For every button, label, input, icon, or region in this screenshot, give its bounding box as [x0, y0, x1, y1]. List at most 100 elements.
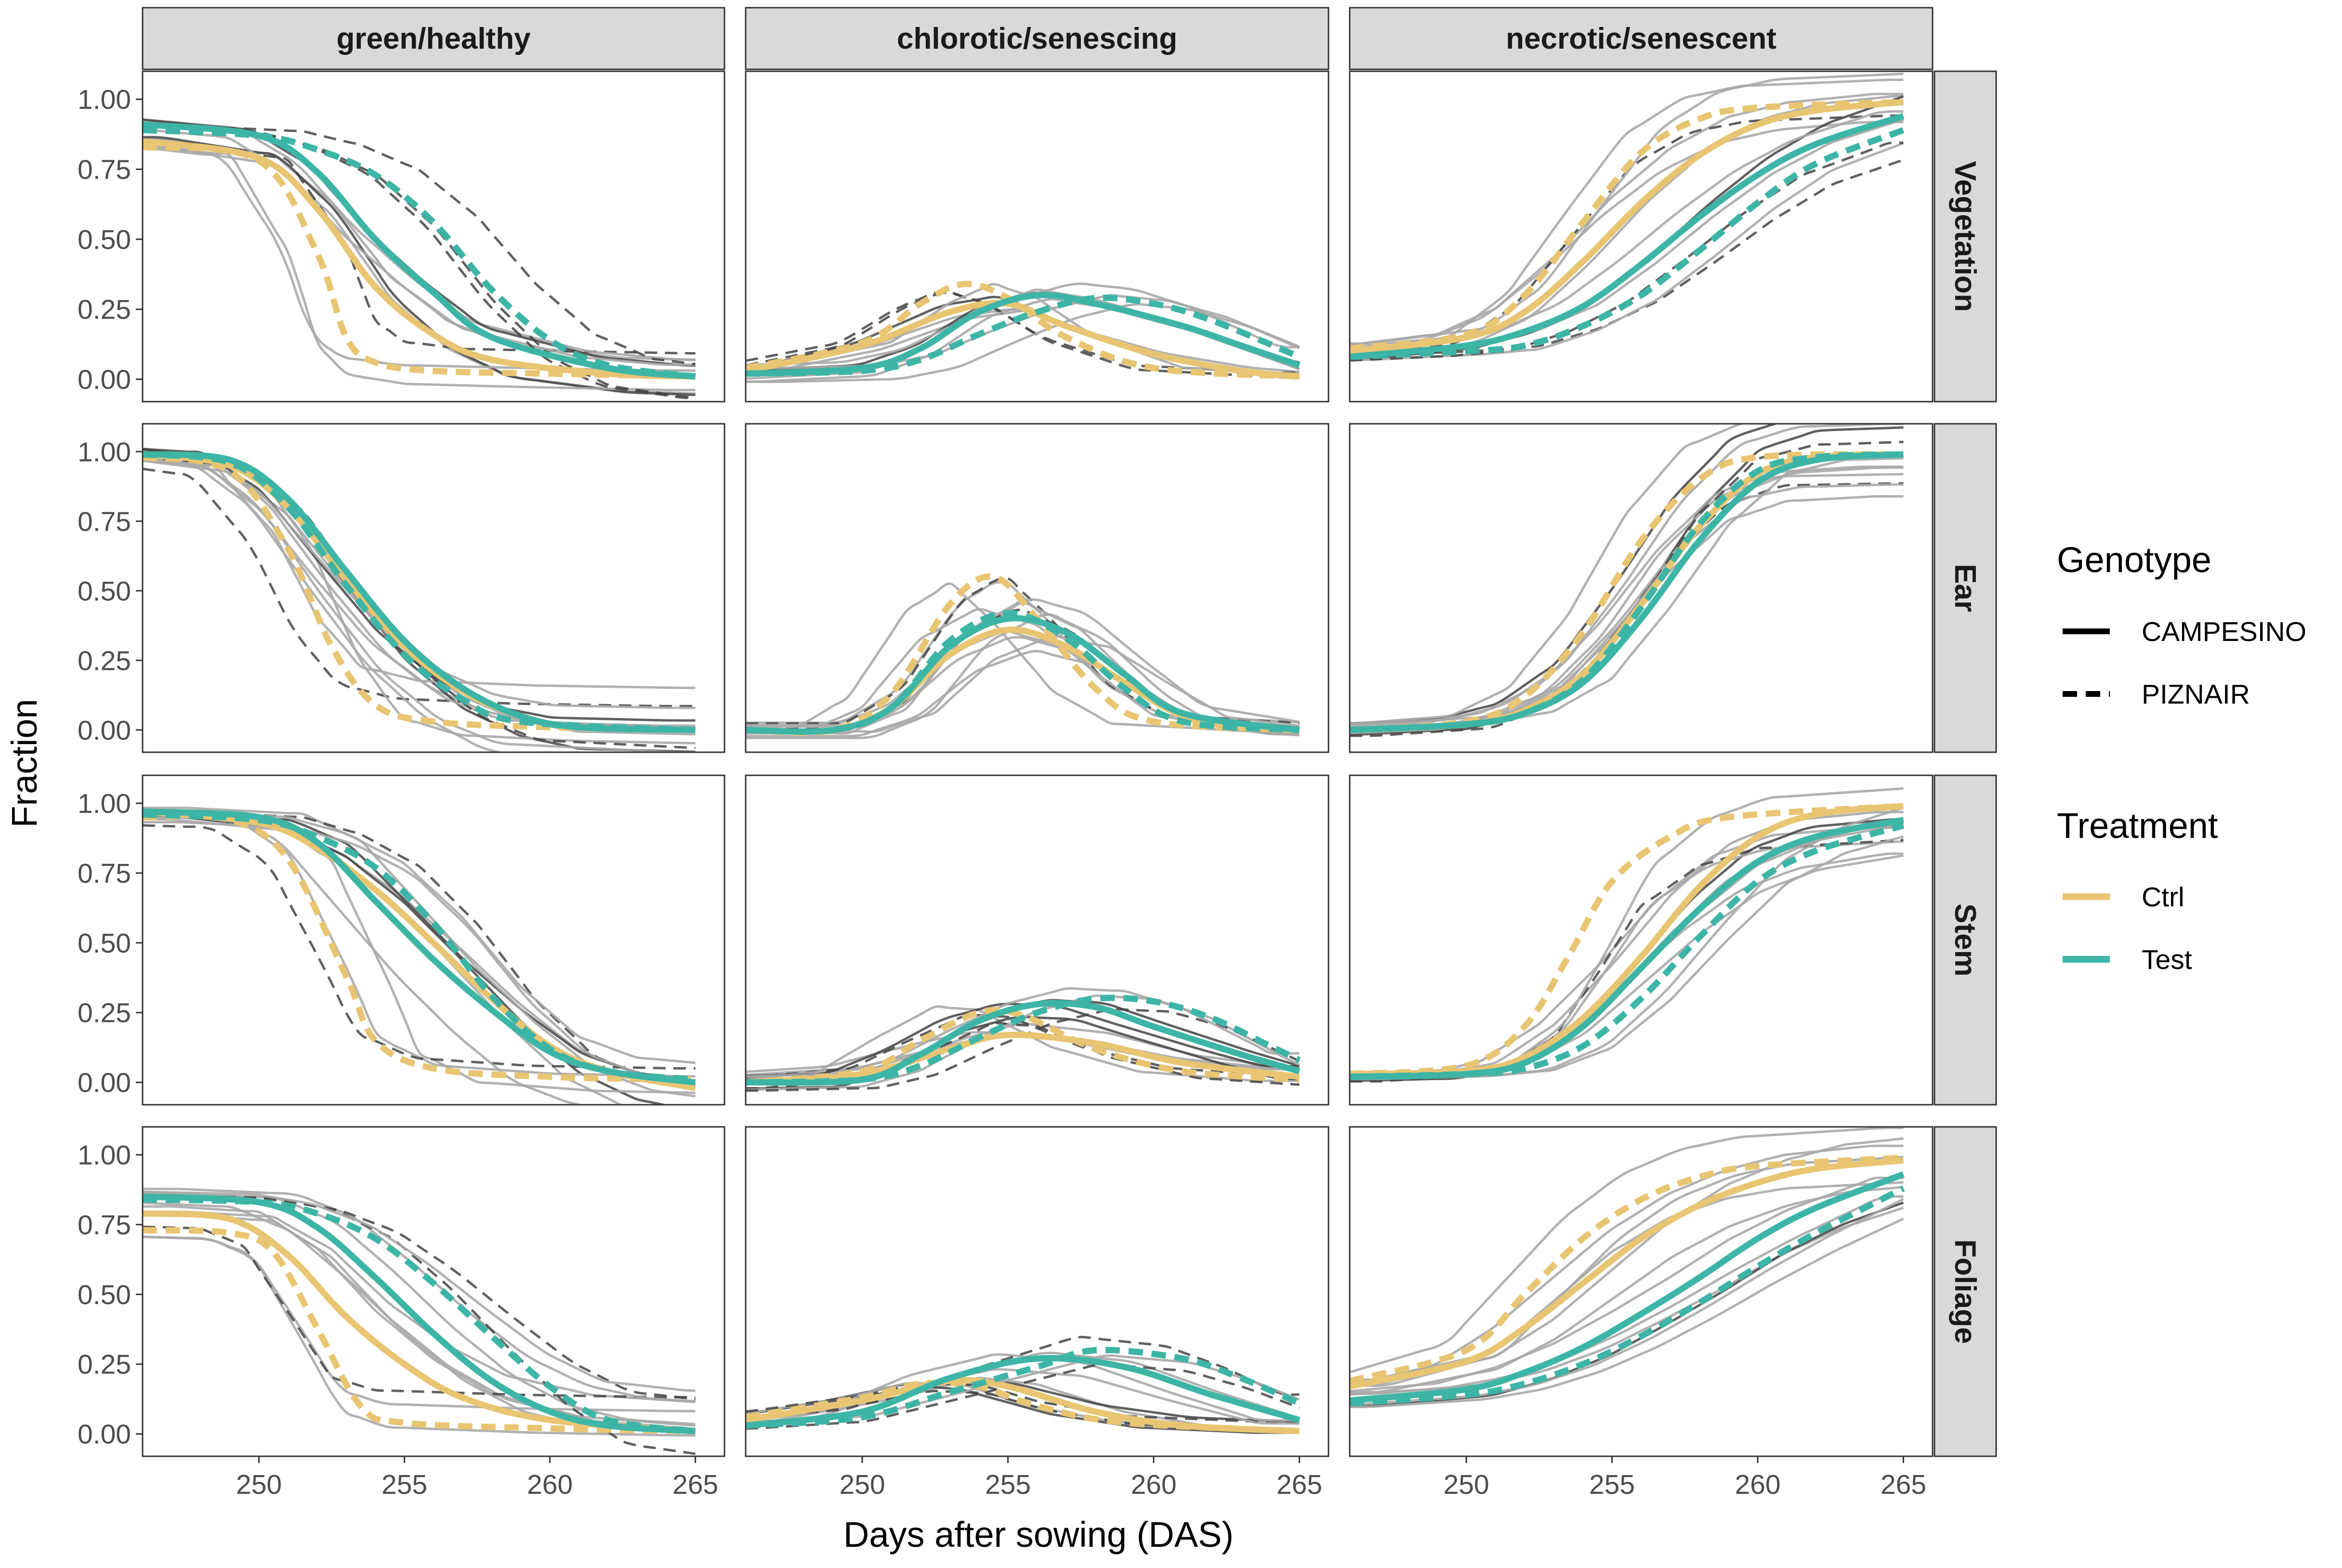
y-tick-label: 1.00 [78, 437, 131, 468]
y-tick-label: 1.00 [78, 1140, 131, 1171]
panel-lines [1350, 1127, 1905, 1409]
panel-lines [143, 447, 696, 752]
replicate-line [1350, 1181, 1904, 1381]
panel-background [1350, 424, 1933, 752]
panel-lines [143, 1188, 696, 1455]
series-test-piznair [746, 610, 1300, 735]
x-tick-label: 265 [1276, 1469, 1322, 1500]
y-axis-title: Fraction [4, 699, 44, 827]
replicate-line [746, 1382, 1300, 1424]
panel-ear-chlorotic-senescing [745, 423, 1329, 753]
series-ctrl-piznair [143, 144, 696, 380]
series-ctrl-campesino [143, 1210, 696, 1435]
legend-genotype-title: Genotype [2057, 540, 2211, 580]
panel-stem-chlorotic-senescing [745, 774, 1329, 1106]
replicate-line [1350, 1127, 1904, 1373]
replicate-line [1350, 482, 1904, 737]
series-test-campesino [746, 1355, 1301, 1429]
y-tick-label: 1.00 [78, 788, 131, 819]
panel-border [745, 70, 1329, 403]
series-test-piznair [1350, 127, 1905, 360]
legend-campesino-label: CAMPESINO [2142, 616, 2306, 647]
legend-piznair-label: PIZNAIR [2142, 679, 2250, 710]
y-tick-label: 0.50 [78, 1280, 131, 1310]
y-tick-label: 0.25 [78, 294, 131, 325]
y-tick-label: 0.75 [78, 154, 131, 185]
replicate-line [746, 582, 1300, 734]
y-tick-label: 0.25 [78, 645, 131, 676]
replicate-line [143, 1225, 696, 1398]
series-ctrl-piznair [746, 1379, 1300, 1435]
replicate-line [1350, 1176, 1904, 1393]
replicate-line [1350, 158, 1904, 357]
y-tick-label: 0.00 [78, 715, 131, 746]
y-tick-label: 0.75 [78, 1210, 131, 1241]
panel-vegetation-necrotic-senescent [1349, 70, 1934, 403]
strip-ear [1934, 423, 1997, 753]
series-test-piznair [1350, 451, 1904, 733]
panel-lines [143, 807, 696, 1105]
y-tick-label: 0.00 [78, 1068, 131, 1098]
strip-stem [1934, 774, 1997, 1106]
strip-necrotic-senescent [1349, 7, 1934, 70]
series-test-campesino [1350, 1171, 1905, 1404]
panel-border [142, 423, 725, 753]
panel-border [1349, 70, 1934, 403]
strip-label-stem: Stem [1948, 903, 1982, 977]
series-test-piznair [143, 127, 696, 380]
replicate-line [143, 821, 696, 1083]
panel-border [1349, 1126, 1934, 1457]
replicate-line [1350, 1195, 1904, 1396]
axes: 0.00 0.25 0.50 0.75 1.00 0.00 0.25 0.50 0.75 1.00… [78, 84, 1926, 1500]
series-ctrl-piznair [1350, 99, 1904, 352]
panel-border [745, 1126, 1329, 1457]
replicate-line [143, 1205, 696, 1427]
x-tick-label: 255 [382, 1469, 427, 1500]
panel-border [142, 774, 725, 1106]
x-tick-label: 255 [985, 1469, 1031, 1500]
replicate-line [1350, 424, 1778, 725]
panel-lines [143, 118, 696, 400]
y-tick-label: 0.25 [78, 1349, 131, 1380]
y-tick-label: 0.75 [78, 858, 131, 889]
panel-stem-green-healthy [142, 774, 725, 1106]
series-ctrl-piznair [746, 1006, 1300, 1086]
series-test-piznair [746, 1346, 1301, 1429]
replicate-line [746, 1335, 1300, 1419]
y-tick-label: 0.50 [78, 928, 131, 959]
y-tick-label: 0.75 [78, 506, 131, 537]
replicate-line [143, 1190, 696, 1392]
panel-lines [1350, 424, 1904, 737]
y-tick-label: 0.00 [78, 364, 131, 395]
y-tick-label: 0.50 [78, 576, 131, 607]
series-test-piznair [143, 811, 696, 1083]
strip-label-green-healthy: green/healthy [336, 22, 531, 55]
series-ctrl-piznair [1350, 803, 1904, 1077]
strip-label-foliage: Foliage [1948, 1239, 1982, 1344]
x-tick-label: 265 [672, 1469, 718, 1500]
panel-background [143, 1127, 724, 1456]
y-tick-label: 0.25 [78, 998, 131, 1029]
x-tick-label: 260 [527, 1469, 573, 1500]
y-tick-label: 0.00 [78, 1419, 131, 1450]
strip-vegetation [1934, 70, 1997, 403]
series-ctrl-piznair [143, 813, 696, 1083]
panel-stem-necrotic-senescent [1349, 774, 1934, 1106]
series-ctrl-piznair [746, 281, 1300, 380]
panel-vegetation-green-healthy [142, 70, 725, 403]
series-test-piznair [143, 451, 696, 733]
panel-ear-necrotic-senescent [1349, 423, 1934, 753]
x-tick-label: 260 [1131, 1469, 1176, 1500]
strip-label-chlorotic-senescing: chlorotic/senescing [897, 22, 1177, 55]
series-test-piznair [1350, 1185, 1905, 1407]
series-test-campesino [1350, 113, 1905, 360]
panel-grid [142, 70, 1934, 1457]
x-tick-label: 260 [1735, 1469, 1780, 1500]
x-axis-title: Days after sowing (DAS) [843, 1515, 1234, 1555]
panel-foliage-necrotic-senescent [1349, 1126, 1934, 1457]
series-ctrl-campesino [746, 1032, 1300, 1086]
panel-lines [746, 987, 1301, 1092]
x-tick-label: 250 [839, 1469, 885, 1500]
legend-treatment-title: Treatment [2057, 806, 2218, 846]
